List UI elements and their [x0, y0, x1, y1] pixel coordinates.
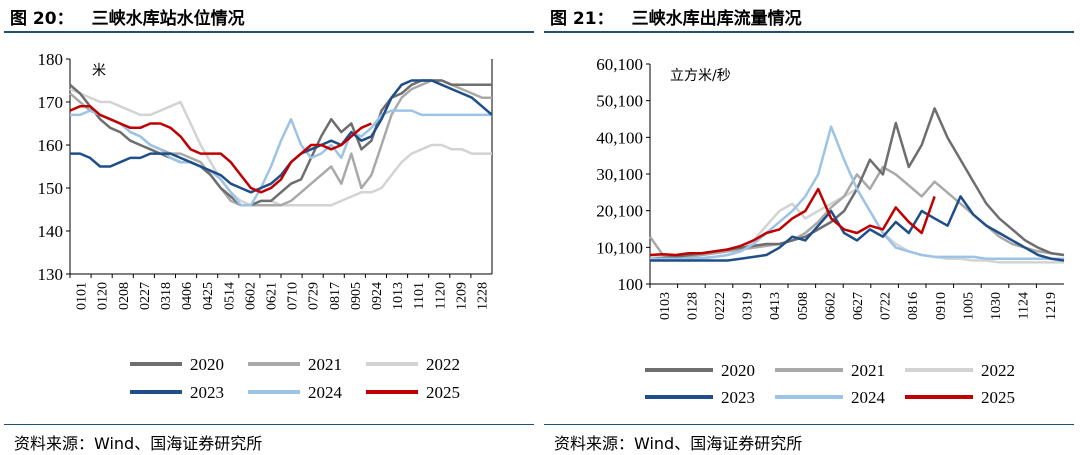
legend-label-2020: 2020: [190, 355, 224, 374]
x-tick-label: 1101: [412, 282, 427, 309]
series-line-2024: [70, 109, 492, 207]
y-tick-label: 50,100: [596, 92, 643, 111]
source-divider: [544, 424, 1074, 425]
legend-label-2021: 2021: [308, 355, 342, 374]
figure-number: 图 21：: [550, 9, 614, 29]
source-note: 资料来源：Wind、国海证券研究所: [14, 434, 263, 453]
x-tick-label: 0103: [658, 292, 673, 320]
series-line-2025: [69, 105, 372, 194]
title-divider: [4, 31, 534, 33]
x-tick-label: 0602: [823, 292, 838, 320]
outflow-panel: 图 21： 三峡水库出库流量情况 100 10,100 20,100 30,100 40,…: [540, 0, 1080, 455]
legend-label-2023: 2023: [190, 383, 224, 402]
water-level-chart: 130 140 150 160 170 180 米 0101 0120 0208 0227 0318 0…: [38, 50, 493, 402]
x-tick-label: 0208: [117, 282, 132, 310]
x-tick-label: 0508: [796, 292, 811, 320]
x-tick-label: 0729: [307, 282, 322, 310]
x-tick-label: 1030: [989, 292, 1004, 320]
x-tick-label: 0722: [879, 292, 894, 320]
x-tick-label: 1209: [454, 282, 469, 310]
legend-label-2024: 2024: [308, 383, 343, 402]
water-level-panel: 图 20： 三峡水库站水位情况 130 140 150 160 170 180 米 0101 01…: [4, 4, 534, 453]
x-tick-label: 0621: [264, 282, 279, 310]
x-tick-label: 0924: [370, 282, 385, 310]
outflow-chart: 100 10,100 20,100 30,100 40,100 50,100 60,100 立…: [596, 55, 1065, 407]
x-tick-label: 1124: [1017, 292, 1032, 319]
x-tick-label: 1228: [475, 282, 490, 310]
x-tick-label: 0514: [222, 282, 237, 310]
x-tick-label: 0425: [201, 282, 216, 310]
x-tick-label: 1013: [391, 282, 406, 310]
figure-caption: 三峡水库站水位情况: [91, 9, 245, 29]
x-tick-label: 0816: [906, 292, 921, 320]
series-line-2024: [650, 125, 1064, 260]
y-tick-label: 60,100: [596, 55, 643, 74]
y-tick-label: 180: [38, 50, 64, 69]
x-tick-label: 0222: [713, 292, 728, 320]
series-line-2025: [649, 187, 936, 257]
x-tick-label: 0319: [741, 292, 756, 320]
y-unit-label: 立方米/秒: [670, 68, 731, 84]
y-unit-label: 米: [92, 63, 106, 79]
series-line-2021: [648, 165, 1065, 259]
y-tick-label: 130: [38, 265, 64, 284]
source-divider: [4, 424, 534, 425]
x-tick-label: 1219: [1044, 292, 1059, 320]
legend-label-2020: 2020: [721, 361, 755, 380]
x-tick-label: 0905: [349, 282, 364, 310]
title-divider: [544, 31, 1074, 33]
x-tick-label: 1120: [433, 282, 448, 309]
x-tick-label: 0406: [180, 282, 195, 310]
source-note: 资料来源：Wind、国海证券研究所: [554, 434, 803, 453]
legend-label-2021: 2021: [851, 361, 885, 380]
y-tick-label: 100: [618, 275, 644, 294]
y-tick-label: 30,100: [596, 165, 643, 184]
x-tick-label: 0120: [96, 282, 111, 310]
x-tick-label: 0627: [851, 292, 866, 320]
x-tick-label: 0101: [75, 282, 90, 310]
y-tick-label: 150: [38, 179, 64, 198]
y-tick-label: 20,100: [596, 202, 643, 221]
series-line-2023: [650, 195, 1065, 262]
series-line-2020: [649, 107, 1065, 260]
legend-label-2024: 2024: [851, 388, 886, 407]
x-tick-label: 0227: [138, 282, 153, 310]
x-tick-label: 1005: [961, 292, 976, 320]
y-tick-label: 140: [38, 222, 64, 241]
legend-label-2022: 2022: [981, 361, 1015, 380]
legend-label-2023: 2023: [721, 388, 755, 407]
x-tick-label: 0710: [286, 282, 301, 310]
figure-number: 图 20：: [10, 9, 74, 29]
y-tick-label: 40,100: [596, 128, 643, 147]
y-tick-label: 170: [38, 93, 64, 112]
figure-title: 图 20： 三峡水库站水位情况: [10, 4, 245, 29]
y-tick-label: 160: [38, 136, 64, 155]
legend-label-2025: 2025: [981, 388, 1015, 407]
figure-title: 图 21： 三峡水库出库流量情况: [550, 4, 802, 29]
x-tick-label: 0128: [685, 292, 700, 320]
figure-caption: 三峡水库出库流量情况: [631, 9, 802, 29]
x-tick-label: 0318: [159, 282, 174, 310]
y-tick-label: 10,100: [596, 238, 643, 257]
x-tick-label: 0602: [243, 282, 258, 310]
series-line-2023: [70, 79, 493, 194]
legend-label-2022: 2022: [426, 355, 460, 374]
x-tick-label: 0413: [768, 292, 783, 320]
legend-label-2025: 2025: [426, 383, 460, 402]
x-tick-label: 0910: [934, 292, 949, 320]
series-line-2022: [69, 87, 492, 207]
x-tick-label: 0817: [328, 282, 343, 310]
